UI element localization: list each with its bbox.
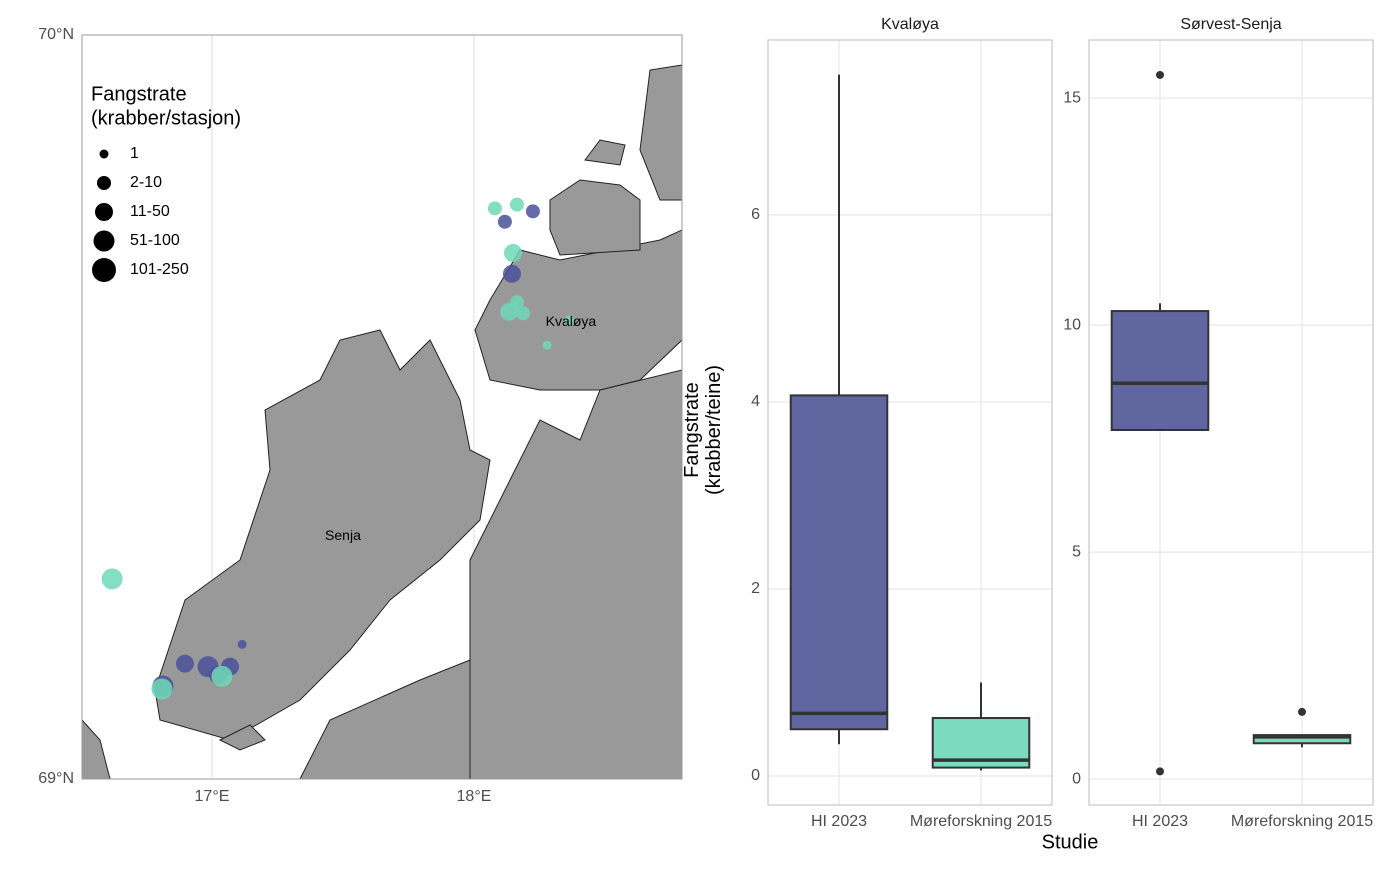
station-point — [542, 340, 552, 350]
y-tick-label: 70°N — [38, 26, 74, 43]
y-tick-label: 15 — [1063, 89, 1081, 106]
legend-key — [99, 149, 109, 159]
y-tick-label: 10 — [1063, 316, 1081, 333]
map-border — [81, 34, 683, 780]
station-point — [504, 243, 523, 262]
station-point — [509, 197, 524, 212]
station-point — [211, 665, 233, 687]
legend-label: 11-50 — [130, 203, 170, 220]
box — [1252, 734, 1352, 745]
outlier — [1156, 767, 1164, 776]
station-point — [564, 315, 574, 325]
outlier — [1156, 70, 1164, 79]
y-tick-label: 5 — [1072, 543, 1081, 560]
legend-title: Fangstrate — [91, 83, 187, 105]
place-label: Kvaløya — [546, 313, 597, 329]
legend-label: 2-10 — [130, 174, 162, 191]
x-tick-label: HI 2023 — [811, 813, 867, 830]
y-tick-label: 0 — [1072, 770, 1081, 787]
box — [1110, 310, 1210, 431]
outlier — [1298, 707, 1306, 716]
y-tick-label: 0 — [751, 767, 760, 784]
station-point — [487, 201, 502, 216]
x-tick-label: 17°E — [195, 788, 230, 805]
x-tick-label: 18°E — [457, 788, 492, 805]
facet-title: Kvaløya — [881, 16, 939, 33]
legend-key — [93, 230, 115, 252]
y-tick-label: 6 — [751, 206, 760, 223]
station-point — [175, 654, 194, 673]
station-point — [101, 568, 123, 590]
x-tick-label: HI 2023 — [1132, 813, 1188, 830]
legend-key — [95, 203, 113, 221]
station-point — [515, 306, 530, 321]
land — [82, 64, 682, 779]
station-point — [502, 264, 521, 283]
y-tick-label: 4 — [751, 393, 760, 410]
x-tick-label: Møreforskning 2015 — [1231, 813, 1373, 830]
y-tick-label: 69°N — [38, 770, 74, 787]
station-point — [500, 302, 519, 321]
facet-title: Sørvest-Senja — [1180, 16, 1281, 33]
place-label: Senja — [325, 527, 361, 543]
legend-label: 51-100 — [130, 232, 180, 249]
legend-label: 1 — [130, 145, 139, 162]
x-tick-label: Møreforskning 2015 — [910, 813, 1052, 830]
station-point — [237, 639, 247, 649]
x-axis-label: Studie — [1042, 831, 1099, 853]
panel-border — [767, 39, 1053, 806]
station-point — [525, 204, 540, 219]
legend-key — [97, 176, 111, 190]
legend-key — [92, 258, 116, 282]
panel-border — [1088, 39, 1374, 806]
legend-title: (krabber/stasjon) — [91, 107, 241, 129]
y-axis-label: Fangstrate(krabber/teine) — [681, 365, 725, 495]
legend-label: 101-250 — [130, 261, 189, 278]
station-point — [151, 678, 173, 700]
y-tick-label: 2 — [751, 580, 760, 597]
box — [789, 394, 889, 731]
station-point — [497, 214, 512, 229]
